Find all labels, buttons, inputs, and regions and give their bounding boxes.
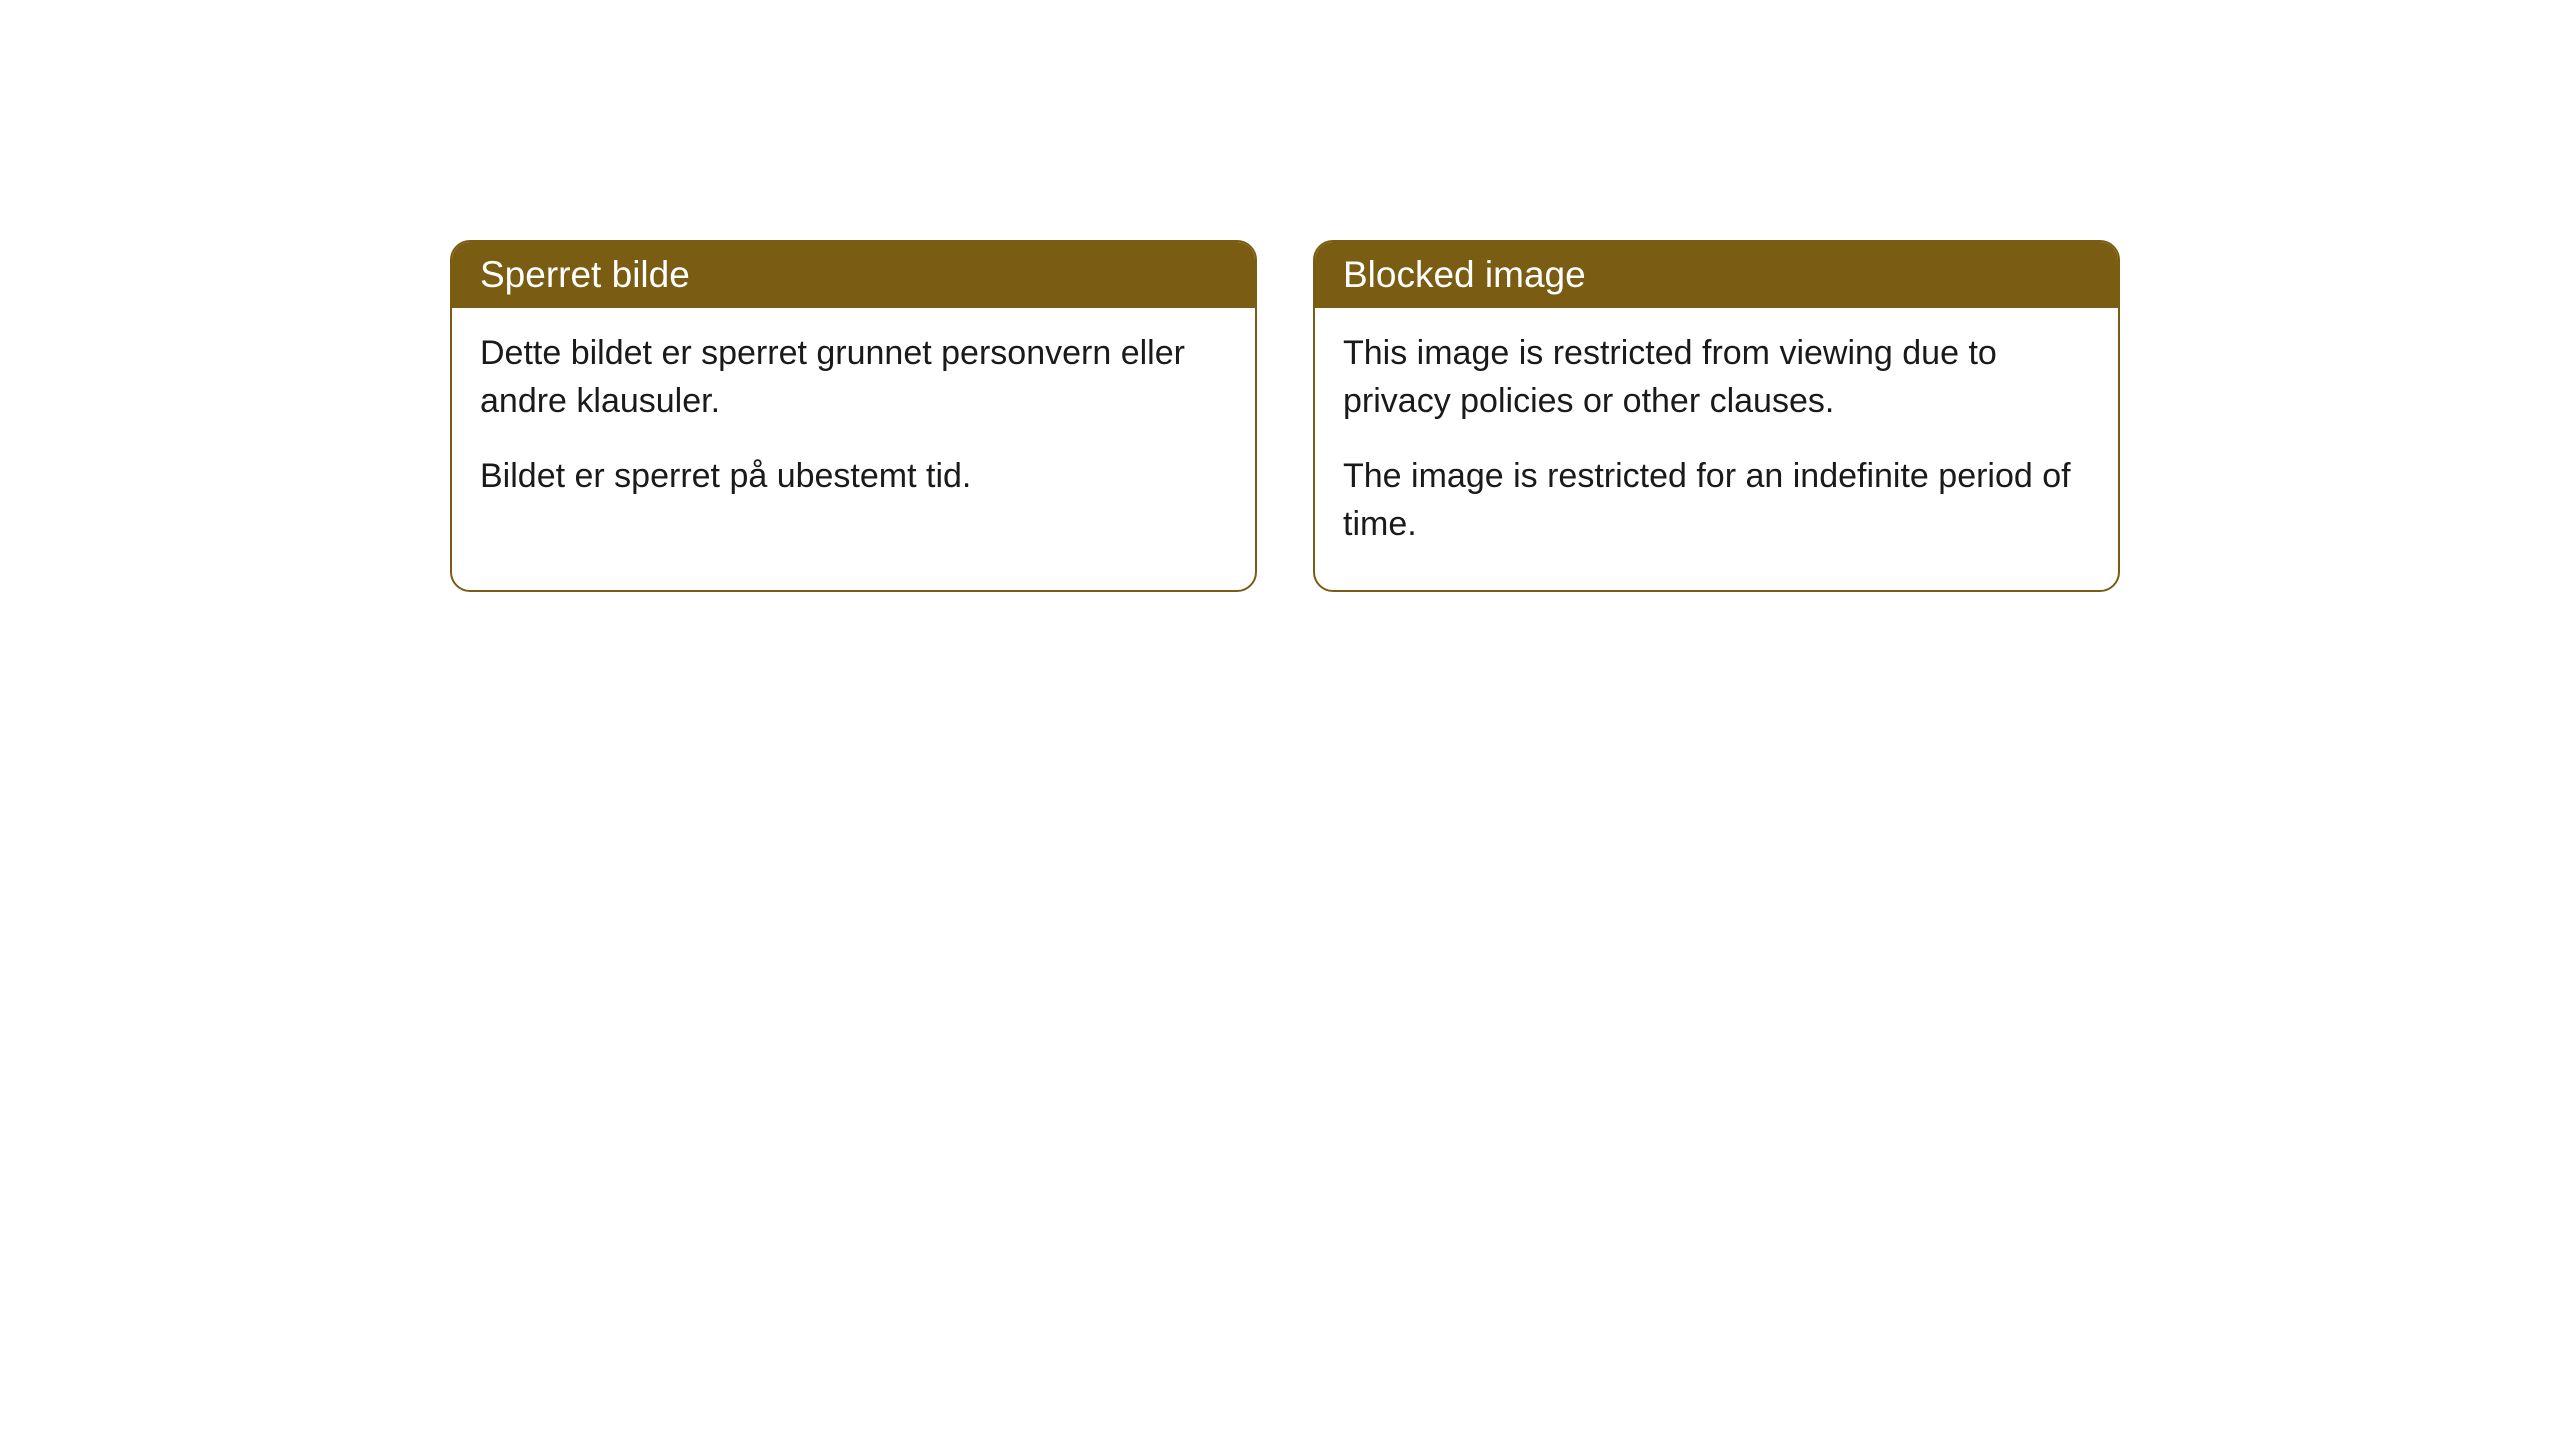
card-body-english: This image is restricted from viewing du… (1315, 308, 2118, 590)
card-body-norwegian: Dette bildet er sperret grunnet personve… (452, 308, 1255, 543)
blocked-image-card-english: Blocked image This image is restricted f… (1313, 240, 2120, 592)
notice-cards-container: Sperret bilde Dette bildet er sperret gr… (450, 240, 2120, 592)
card-title-english: Blocked image (1343, 254, 1586, 295)
card-title-norwegian: Sperret bilde (480, 254, 690, 295)
card-header-norwegian: Sperret bilde (452, 242, 1255, 308)
blocked-image-card-norwegian: Sperret bilde Dette bildet er sperret gr… (450, 240, 1257, 592)
card-text-english-2: The image is restricted for an indefinit… (1343, 453, 2090, 548)
card-text-norwegian-2: Bildet er sperret på ubestemt tid. (480, 453, 1227, 501)
card-text-norwegian-1: Dette bildet er sperret grunnet personve… (480, 330, 1227, 425)
card-text-english-1: This image is restricted from viewing du… (1343, 330, 2090, 425)
card-header-english: Blocked image (1315, 242, 2118, 308)
